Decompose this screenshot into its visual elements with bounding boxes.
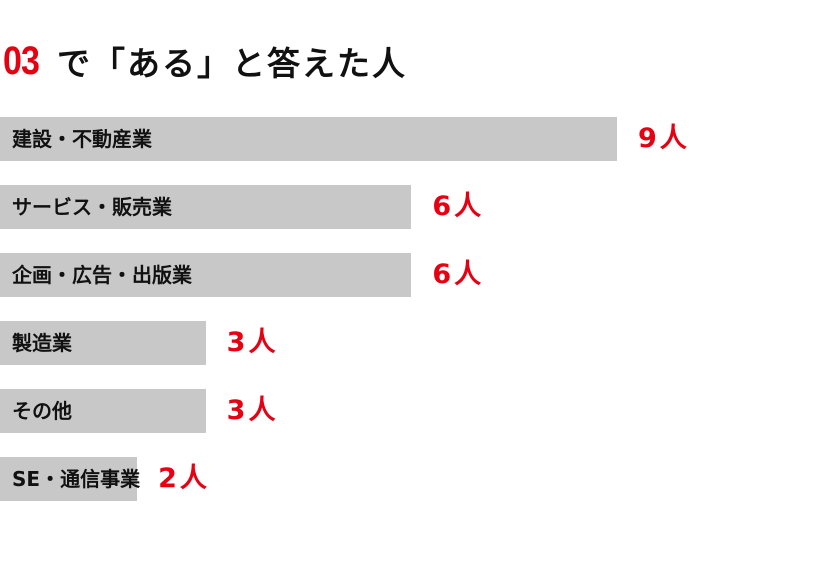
bar bbox=[0, 253, 412, 297]
chart-title: 03 で「ある」と答えた人 bbox=[3, 38, 407, 84]
category-label: SE・通信事業 bbox=[12, 467, 141, 491]
value-label: 3人 bbox=[226, 327, 279, 358]
category-label: その他 bbox=[12, 399, 72, 423]
value-label: 2人 bbox=[158, 463, 210, 494]
bar bbox=[0, 457, 138, 501]
category-label: 企画・広告・出版業 bbox=[12, 263, 192, 287]
bar bbox=[0, 389, 206, 433]
title-text: で「ある」と答えた人 bbox=[57, 44, 407, 83]
category-label: 製造業 bbox=[12, 331, 72, 355]
category-label: サービス・販売業 bbox=[12, 195, 172, 219]
bar bbox=[0, 185, 412, 229]
value-label: 3人 bbox=[226, 395, 279, 426]
bar bbox=[0, 117, 617, 161]
bar bbox=[0, 321, 206, 365]
category-label: 建設・不動産業 bbox=[12, 127, 152, 151]
title-number: 03 bbox=[3, 38, 40, 83]
value-label: 6人 bbox=[432, 259, 485, 290]
value-label: 9人 bbox=[638, 123, 690, 154]
value-label: 6人 bbox=[432, 191, 485, 222]
